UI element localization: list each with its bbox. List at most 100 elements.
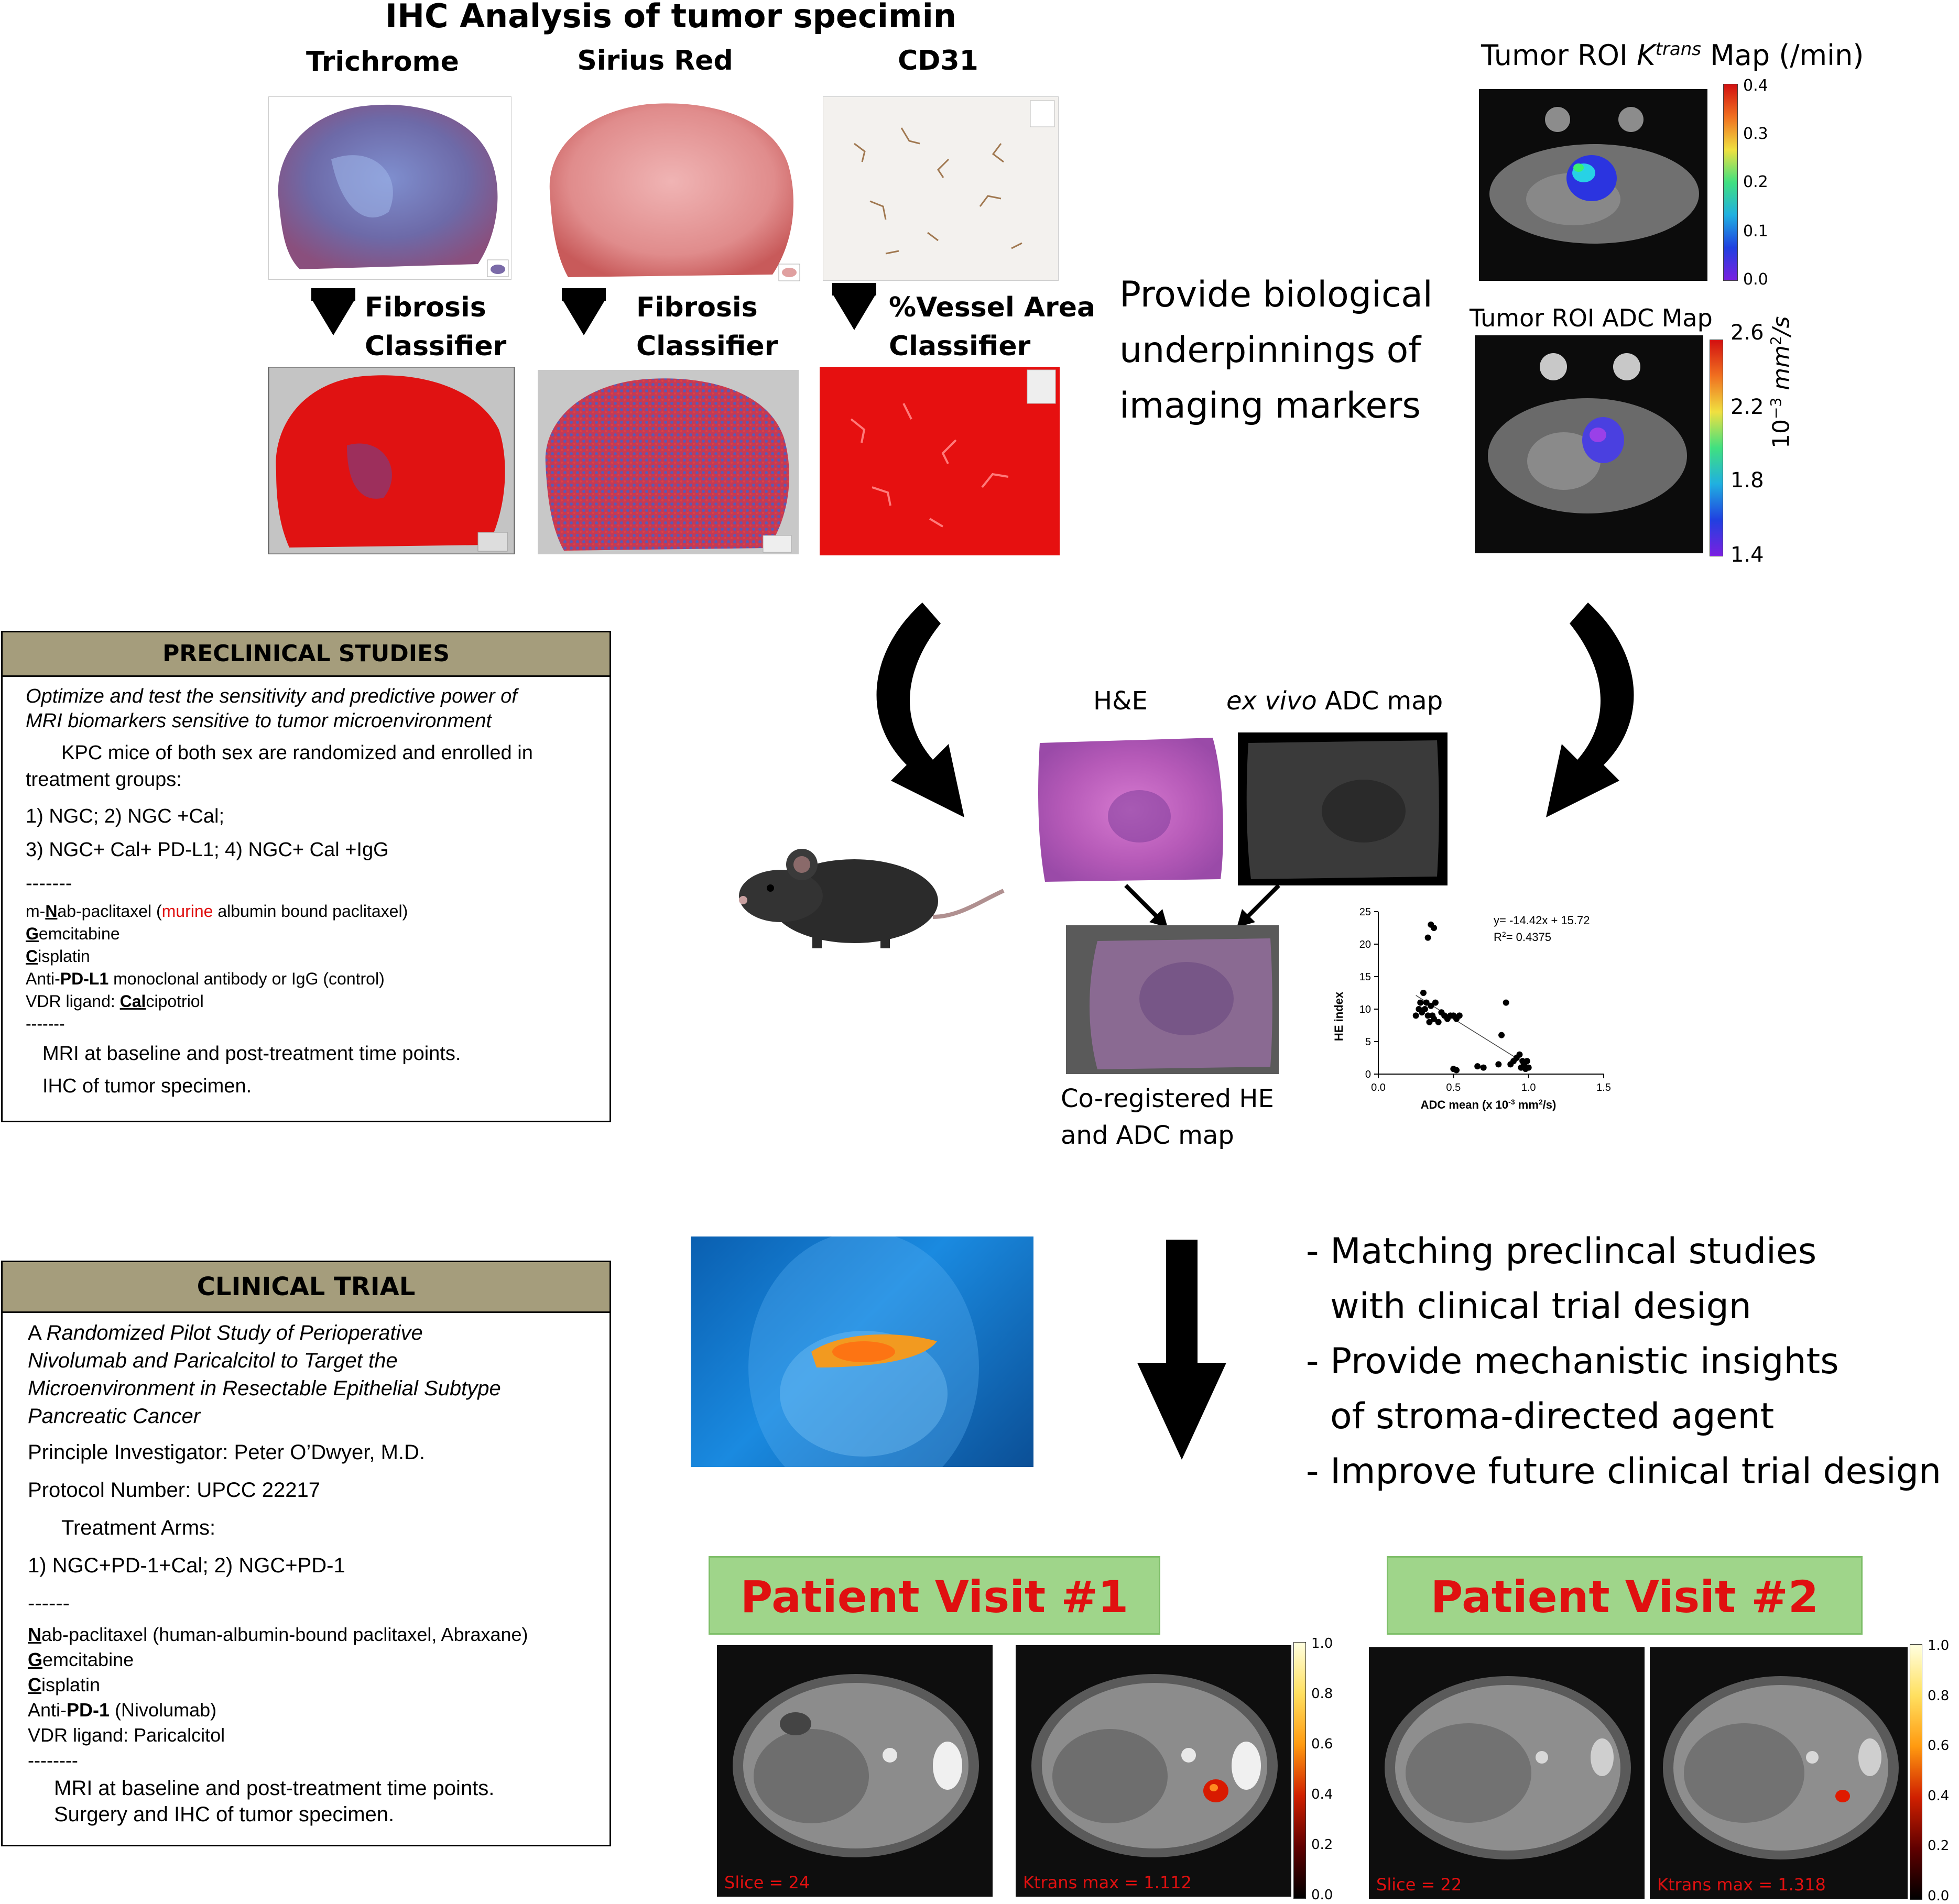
pancreas-anatomy-image [691, 1236, 1033, 1467]
chart-data-point [1432, 999, 1439, 1006]
clinical-header: CLINICAL TRIAL [3, 1262, 610, 1313]
arrow-down-right-icon [1120, 880, 1173, 933]
adc-colorbar-tick: 2.2 [1731, 395, 1764, 419]
classifier-label-cd31: %Vessel Area Classifier [889, 292, 1096, 362]
visit-2-colorbar [1910, 1644, 1922, 1900]
visit-2-colorbar-tick: 0.4 [1928, 1788, 1950, 1804]
visit-2-colorbar-tick: 0.0 [1928, 1888, 1950, 1904]
chart-fit-line [1416, 995, 1529, 1066]
preclinical-outcomes: MRI at baseline and post-treatment time … [42, 1043, 461, 1097]
chart-data-point [1474, 1063, 1481, 1070]
adc-vs-he-scatter-chart: 0.0 0.5 1.0 1.5 0 5 10 15 20 25 y= -14.42x + 15.7… [1332, 906, 1611, 1111]
chart-data-point [1498, 1032, 1505, 1038]
adc-map-image [1475, 335, 1703, 553]
stain-label-trichrome: Trichrome [306, 46, 459, 78]
classifier-label-trichrome: Fibrosis Classifier [365, 292, 507, 362]
chart-data-point [1431, 925, 1438, 931]
adc-colorbar [1710, 340, 1723, 556]
preclinical-groups: 1) NGC; 2) NGC +Cal; 3) NGC+ Cal+ PD-L1; … [26, 805, 389, 894]
visit-1-colorbar [1293, 1642, 1306, 1899]
arrow-stem [311, 288, 355, 301]
insights-text: - Matching preclincal studies with clini… [1306, 1231, 1942, 1492]
preclinical-header: PRECLINICAL STUDIES [3, 632, 610, 677]
curved-arrow-right-icon [1536, 592, 1661, 828]
visit-1-colorbar-tick: 0.8 [1311, 1686, 1333, 1702]
chart-y-axis-label: HE index [1332, 991, 1345, 1041]
visit-2-slice-label: Slice = 22 [1376, 1875, 1462, 1895]
visit-2-ktrans-image: Ktrans max = 1.318 [1650, 1647, 1908, 1899]
coregistered-image [1066, 925, 1279, 1074]
chart-y-tick-label: 5 [1365, 1036, 1371, 1048]
chart-y-tick-label: 10 [1359, 1004, 1371, 1015]
clinical-drug-list: Nab-paclitaxel (human-albumin-bound pacl… [28, 1624, 528, 1771]
trichrome-image [268, 96, 512, 280]
adc-colorbar-tick: 2.6 [1731, 321, 1764, 345]
chart-data-point [1456, 1012, 1463, 1019]
ktrans-colorbar-tick: 0.3 [1743, 125, 1768, 143]
clinical-outcomes: MRI at baseline and post-treatment time … [54, 1777, 495, 1826]
clinical-study-info: Principle Investigator: Peter O’Dwyer, M… [28, 1441, 426, 1615]
chart-x-tick-label: 0.5 [1446, 1082, 1461, 1093]
visit-2-colorbar-tick: 0.2 [1928, 1838, 1950, 1854]
classifier-label-sirius-red: Fibrosis Classifier [636, 292, 778, 362]
adc-colorbar-tick: 1.4 [1731, 543, 1764, 567]
ktrans-colorbar-tick: 0.1 [1743, 222, 1768, 240]
chart-data-point [1412, 1012, 1419, 1019]
ihc-title: IHC Analysis of tumor specimin [385, 0, 956, 35]
patient-visit-1-banner: Patient Visit #1 [709, 1556, 1160, 1635]
preclinical-studies-panel: PRECLINICAL STUDIES Optimize and test th… [1, 631, 611, 1122]
chart-data-point [1516, 1051, 1523, 1058]
chart-data-point [1495, 1061, 1502, 1068]
arrow-stem [562, 288, 606, 301]
visit-1-ktrans-max-label: Ktrans max = 1.112 [1023, 1873, 1192, 1892]
ktrans-map-title: Tumor ROI Ktrans Map (/min) [1481, 39, 1864, 72]
he-image [1035, 732, 1228, 885]
ktrans-map-image [1479, 89, 1707, 281]
clinical-trial-panel: CLINICAL TRIAL A Randomized Pilot Study … [1, 1261, 611, 1846]
cd31-image [822, 96, 1059, 281]
chart-data-point [1453, 1067, 1460, 1074]
adc-colorbar-tick: 1.8 [1731, 468, 1764, 493]
chart-data-point [1525, 1064, 1532, 1071]
ktrans-colorbar-tick: 0.4 [1743, 76, 1768, 95]
chart-data-point [1503, 999, 1509, 1006]
trichrome-classified-image [267, 366, 516, 555]
stain-label-cd31: CD31 [898, 45, 978, 76]
visit-1-ktrans-image: Ktrans max = 1.112 [1016, 1645, 1291, 1897]
visit-2-mri-image: Slice = 22 [1369, 1647, 1645, 1899]
purpose-text: Provide biological underpinnings of imagin… [1119, 274, 1433, 426]
chart-equation: y= -14.42x + 15.72 [1494, 914, 1590, 927]
chart-y-tick-label: 0 [1365, 1069, 1371, 1080]
visit-1-mri-image: Slice = 24 [717, 1645, 993, 1897]
preclinical-aim: Optimize and test the sensitivity and pr… [26, 685, 517, 732]
exvivo-adc-image [1238, 732, 1448, 885]
visit-2-colorbar-tick: 0.6 [1928, 1738, 1950, 1754]
adc-map-title: Tumor ROI ADC Map [1470, 304, 1713, 332]
mouse-image [734, 838, 1006, 954]
ktrans-colorbar-tick: 0.2 [1743, 173, 1768, 191]
preclinical-drug-list: m-Nab-paclitaxel (murine albumin bound p… [26, 902, 408, 1033]
chart-data-point [1428, 1002, 1434, 1009]
chart-data-point [1417, 999, 1424, 1006]
coregistered-label: Co-registered HE and ADC map [1061, 1084, 1274, 1150]
chart-data-point [1420, 990, 1427, 996]
chart-data-point [1426, 1019, 1433, 1025]
sirius-red-image [542, 96, 803, 283]
chart-r-squared: R2= 0.4375 [1494, 930, 1551, 944]
clinical-study-title: A Randomized Pilot Study of Perioperativ… [28, 1321, 501, 1428]
arrow-down-icon [562, 299, 606, 335]
he-label: H&E [1093, 686, 1148, 716]
arrow-down-icon [832, 293, 876, 330]
chart-data-point [1423, 999, 1430, 1006]
chart-y-tick-label: 25 [1359, 906, 1371, 918]
ktrans-colorbar-tick: 0.0 [1743, 270, 1768, 289]
exvivo-adc-label: ex vivo ADC map [1226, 686, 1443, 716]
arrow-down-icon [311, 299, 355, 335]
chart-data-point [1431, 1015, 1438, 1022]
chart-y-tick-label: 20 [1359, 939, 1371, 950]
chart-y-tick-label: 15 [1359, 971, 1371, 983]
adc-colorbar-unit: 10−3 mm2/s [1767, 316, 1795, 448]
chart-x-tick-label: 0.0 [1371, 1082, 1386, 1093]
chart-x-tick-label: 1.5 [1596, 1082, 1611, 1093]
arrow-stem [832, 283, 876, 296]
